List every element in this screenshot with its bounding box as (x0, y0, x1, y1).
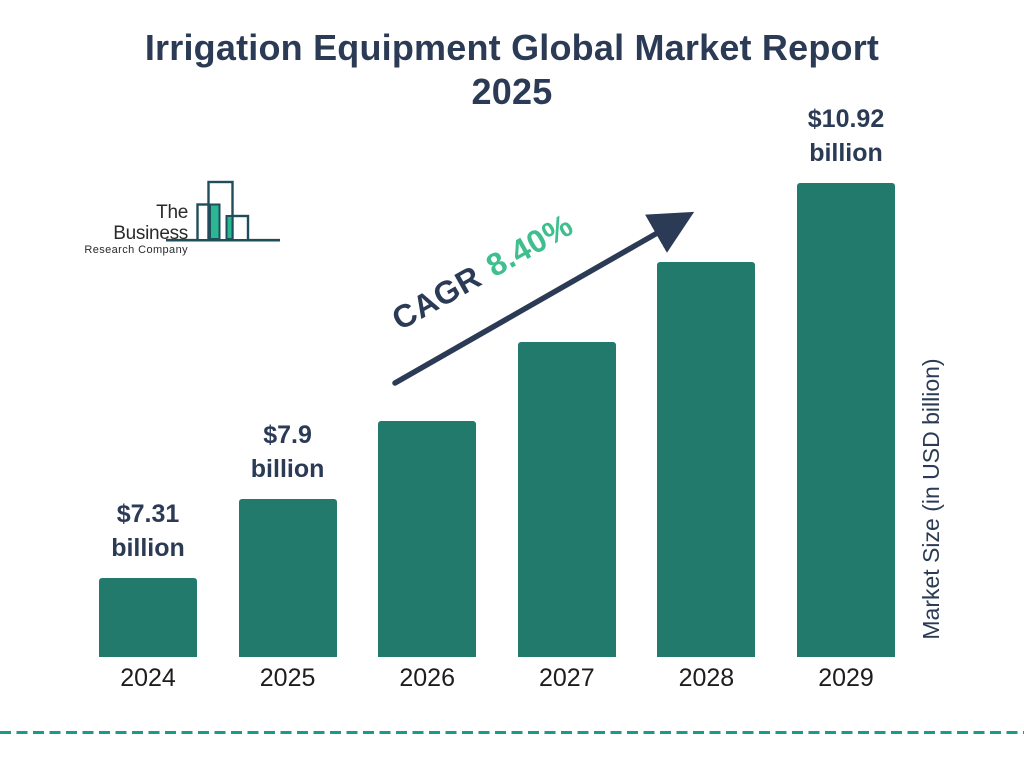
x-tick-2024: 2024 (120, 664, 176, 692)
value-amount: $7.31 (116, 500, 180, 528)
value-unit: billion (809, 139, 883, 167)
bar-2025 (238, 499, 337, 657)
page-title-line1: Irrigation Equipment Global Market Repor… (144, 27, 880, 68)
dashed-divider (0, 731, 1024, 734)
value-label-2024: $7.31 billion (68, 497, 228, 565)
logo-name: The Business (113, 202, 188, 244)
logo-bars-icon (166, 180, 280, 242)
value-label-2029: $10.92 billion (766, 102, 926, 170)
x-tick-2025: 2025 (259, 664, 316, 692)
logo-subname: Research Company (84, 244, 188, 256)
value-amount: $7.9 (263, 421, 312, 449)
value-amount: $10.92 (807, 105, 885, 133)
page-title-line2: 2025 (471, 71, 553, 112)
bar-2027 (517, 342, 616, 657)
y-axis-label: Market Size (in USD billion) (918, 358, 944, 640)
page-title: Irrigation Equipment Global Market Repor… (0, 26, 1024, 114)
bar-2029 (797, 183, 895, 657)
x-tick-2029: 2029 (818, 664, 874, 692)
cagr-trend-arrow-icon (392, 211, 695, 386)
logo-wordmark: The Business Research Company (84, 202, 188, 256)
x-tick-2028: 2028 (678, 664, 735, 692)
value-unit: billion (111, 534, 185, 562)
bar-2028 (657, 262, 756, 657)
bar-2026 (378, 421, 477, 657)
value-unit: billion (250, 455, 325, 483)
x-tick-2027: 2027 (538, 664, 595, 692)
x-tick-2026: 2026 (399, 664, 455, 692)
bar-2024 (99, 578, 197, 657)
value-label-2025: $7.9 billion (208, 418, 368, 486)
